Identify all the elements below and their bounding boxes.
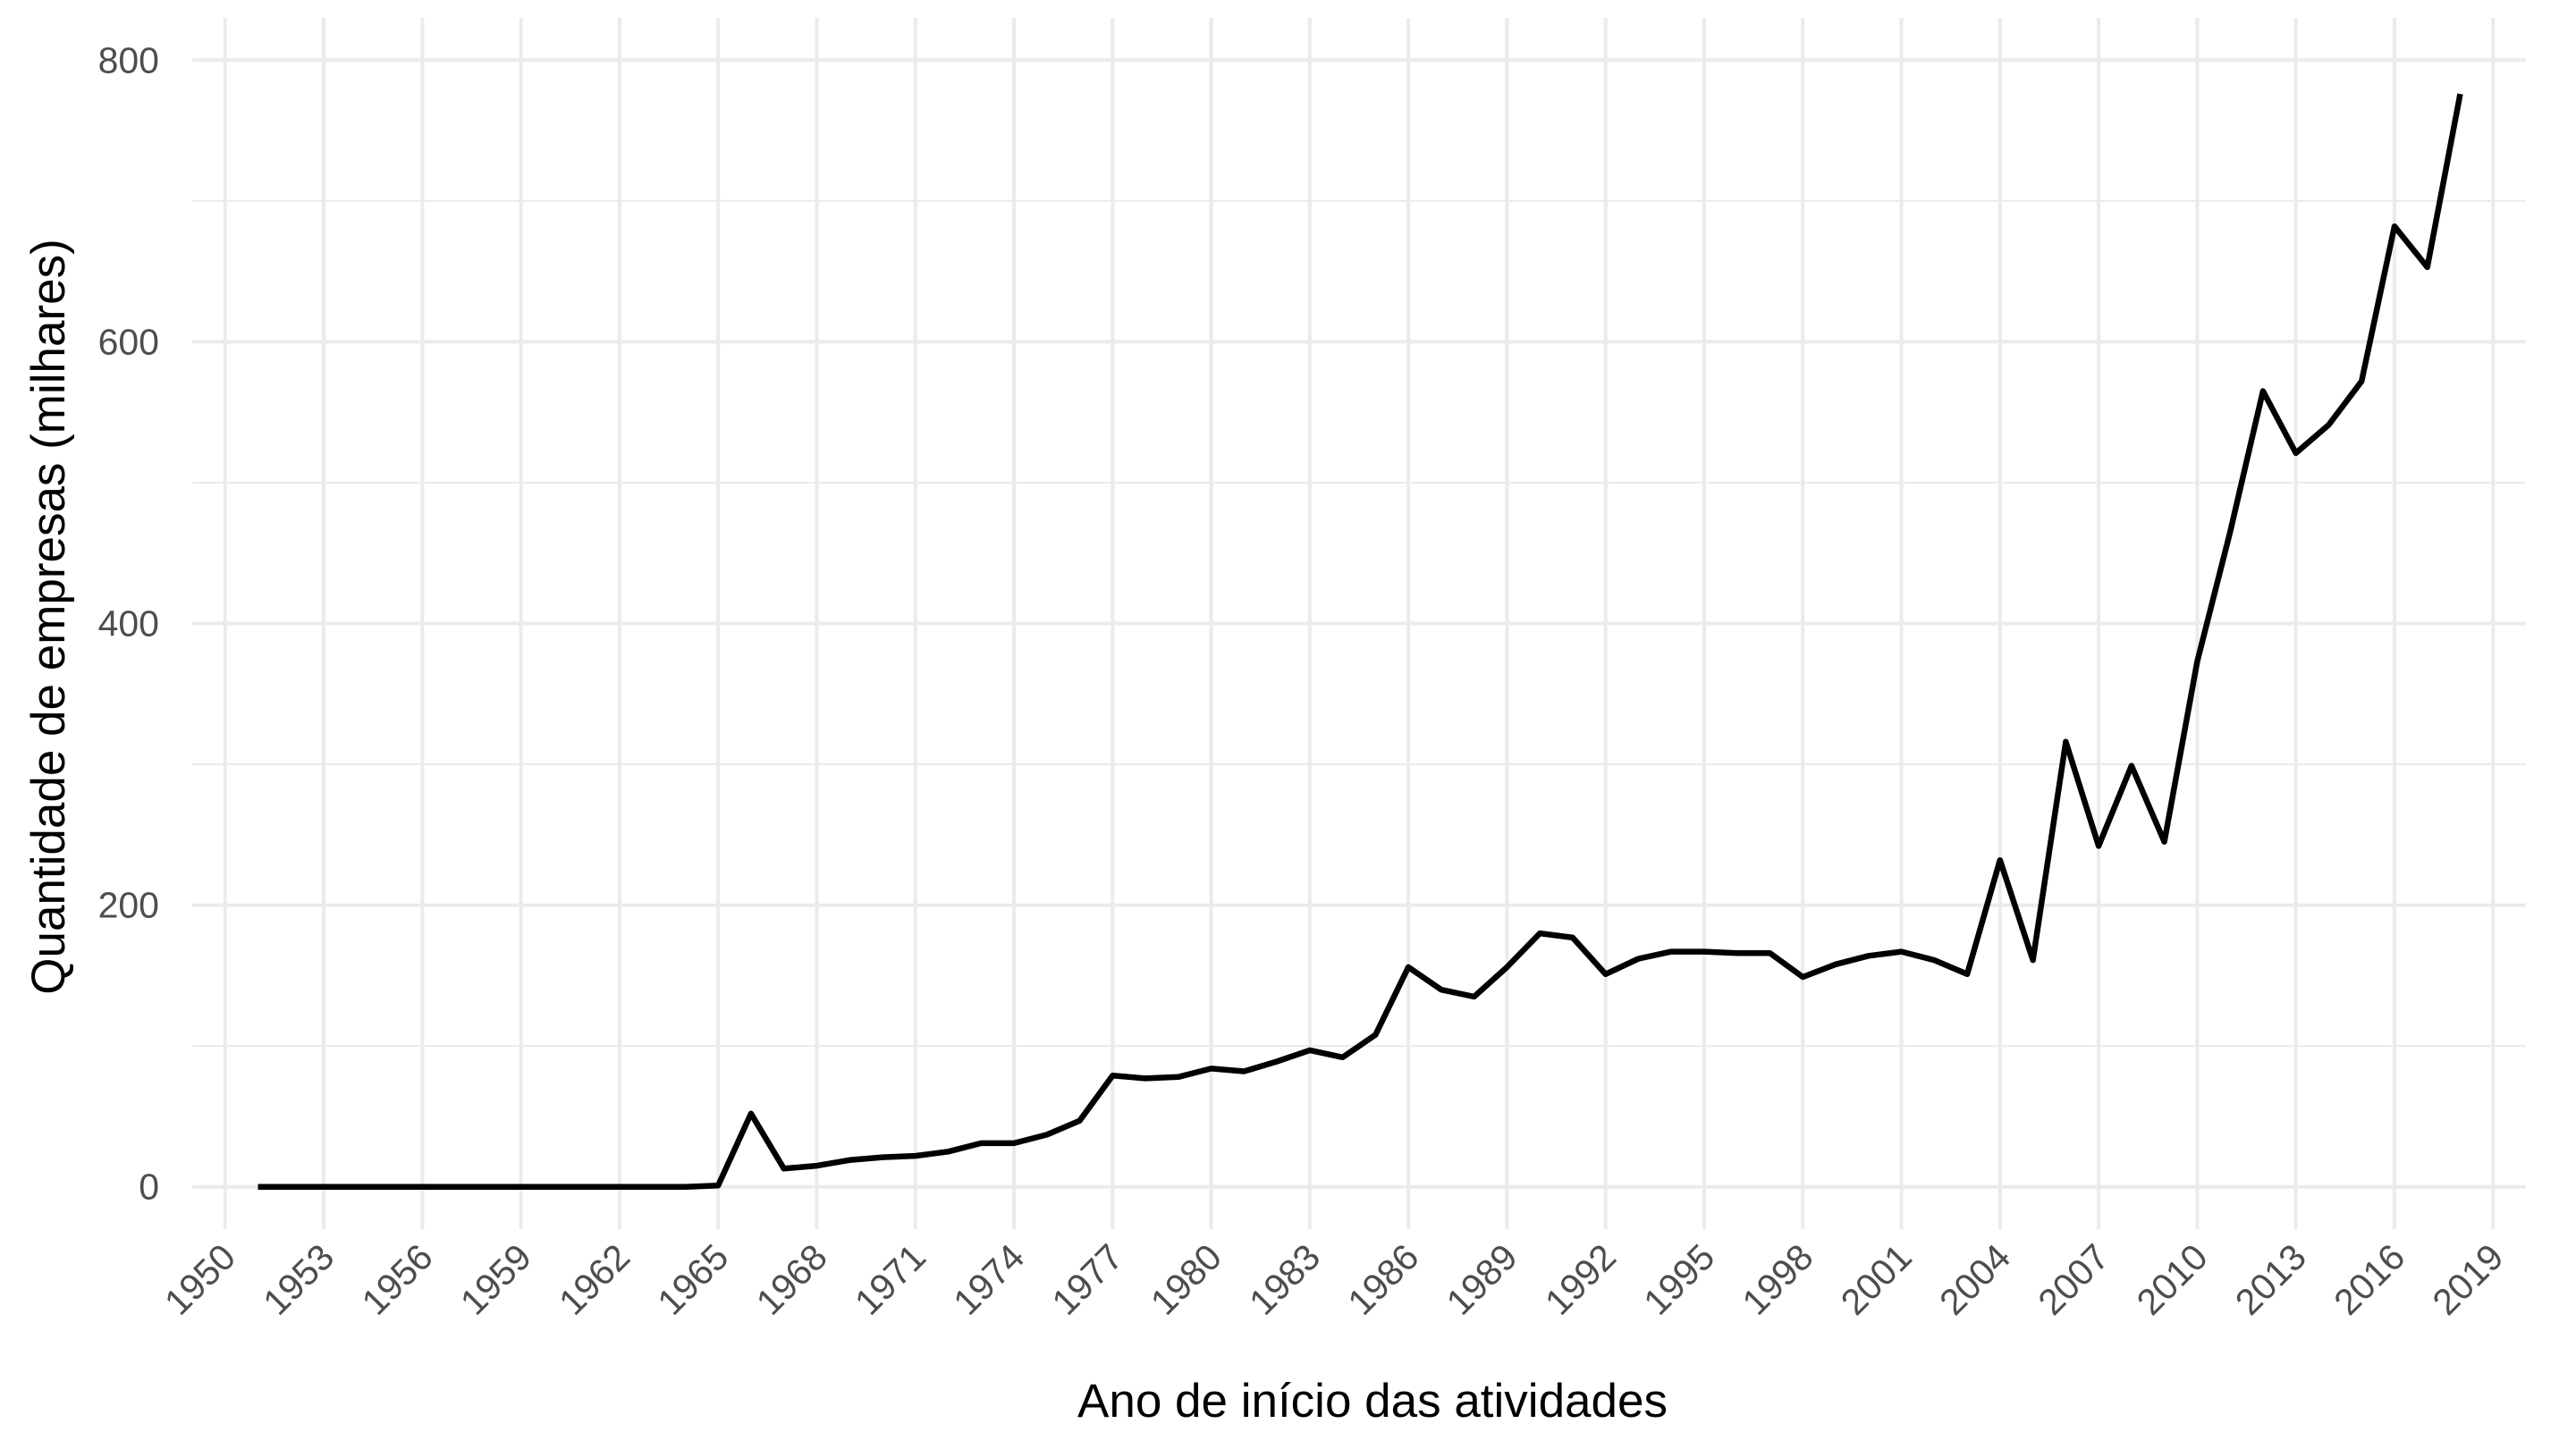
x-tick-label: 1998 — [1735, 1236, 1821, 1323]
x-tick-label: 2016 — [2326, 1236, 2412, 1323]
y-tick-label: 200 — [98, 885, 159, 926]
x-tick-label: 2010 — [2129, 1236, 2216, 1323]
x-tick-label: 1974 — [945, 1236, 1032, 1323]
x-tick-label: 1980 — [1143, 1236, 1229, 1323]
x-tick-label: 1968 — [748, 1236, 835, 1323]
x-tick-labels: 1950 1953 1956 1959 1962 1965 1968 1971 1974 1977… — [156, 1236, 2512, 1323]
x-tick-label: 1986 — [1339, 1236, 1426, 1323]
x-tick-label: 2019 — [2425, 1236, 2512, 1323]
x-tick-label: 2013 — [2227, 1236, 2314, 1323]
x-tick-label: 1950 — [156, 1236, 243, 1323]
x-tick-label: 1977 — [1044, 1236, 1131, 1323]
x-tick-label: 2004 — [1931, 1236, 2018, 1323]
x-tick-label: 1956 — [354, 1236, 441, 1323]
x-tick-label: 1989 — [1439, 1236, 1525, 1323]
y-tick-label: 600 — [98, 321, 159, 362]
series-line — [258, 93, 2463, 1190]
x-tick-label: 2007 — [2030, 1236, 2116, 1323]
y-tick-label: 800 — [98, 39, 159, 80]
x-tick-label: 1965 — [650, 1236, 737, 1323]
x-tick-label: 1983 — [1241, 1236, 1328, 1323]
x-tick-label: 1953 — [255, 1236, 342, 1323]
data-series — [258, 93, 2463, 1190]
x-tick-label: 1962 — [551, 1236, 638, 1323]
y-axis-title: Quantidade de empresas (milhares) — [22, 239, 75, 994]
y-tick-label: 400 — [98, 603, 159, 644]
x-tick-label: 1992 — [1537, 1236, 1624, 1323]
major-gridlines — [192, 18, 2526, 1229]
x-tick-label: 1971 — [847, 1236, 933, 1323]
x-tick-label: 2001 — [1833, 1236, 1920, 1323]
y-tick-labels: 0 200 400 600 800 — [98, 39, 159, 1207]
x-tick-label: 1995 — [1635, 1236, 1722, 1323]
x-axis-title: Ano de início das atividades — [1077, 1375, 1668, 1428]
x-tick-label: 1959 — [452, 1236, 539, 1323]
y-tick-label: 0 — [139, 1167, 159, 1208]
